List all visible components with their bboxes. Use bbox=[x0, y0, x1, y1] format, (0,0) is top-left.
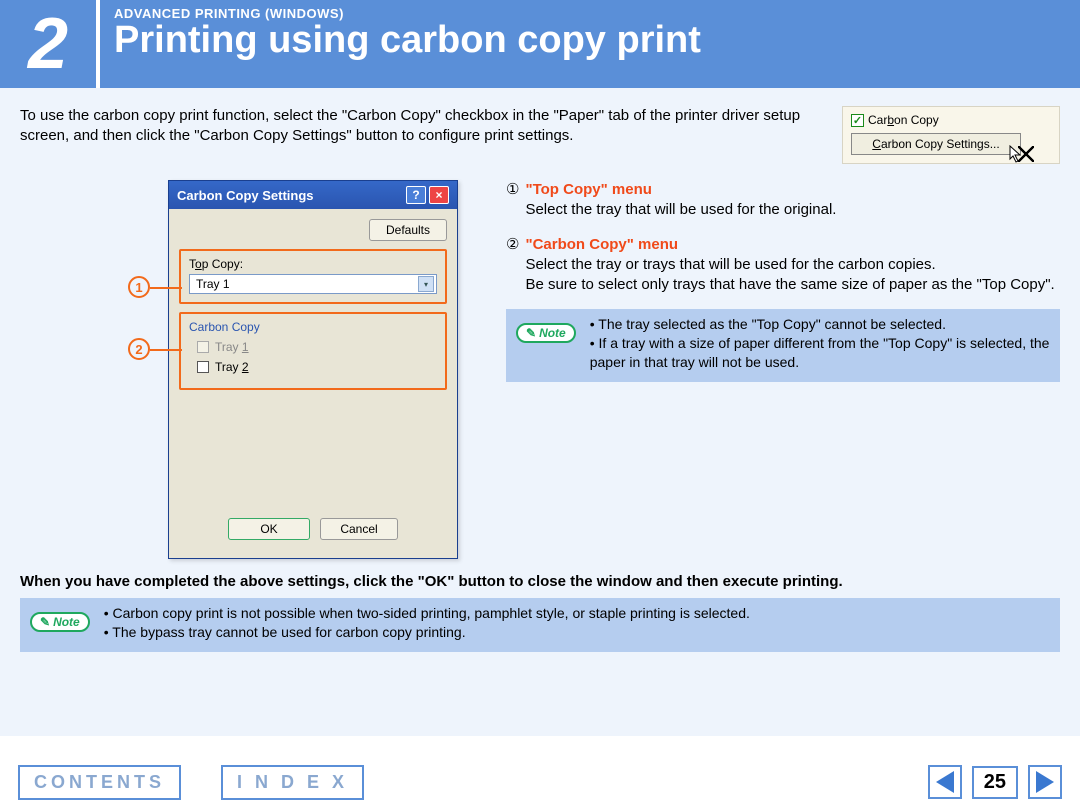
callout-2-body: Select the tray or trays that will be us… bbox=[525, 255, 1054, 296]
callout-line-1 bbox=[150, 287, 182, 289]
header-text: ADVANCED PRINTING (WINDOWS) Printing usi… bbox=[100, 0, 701, 88]
checkbox-icon bbox=[197, 341, 209, 353]
chapter-number: 2 bbox=[0, 0, 100, 88]
inline-note-box: ✎Note The tray selected as the "Top Copy… bbox=[506, 309, 1060, 382]
pencil-icon: ✎ bbox=[40, 614, 50, 630]
callout-2-num: ② bbox=[506, 235, 519, 296]
body-area: To use the carbon copy print function, s… bbox=[0, 88, 1080, 736]
next-page-button[interactable] bbox=[1028, 765, 1062, 799]
callout-marker-2: 2 bbox=[128, 338, 150, 360]
carbon-copy-group-label: Carbon Copy bbox=[189, 320, 437, 334]
tray-1-label: Tray 1 bbox=[215, 340, 249, 354]
dialog-title-text: Carbon Copy Settings bbox=[177, 188, 314, 203]
bottom-note-item: The bypass tray cannot be used for carbo… bbox=[104, 623, 750, 642]
completion-instruction: When you have completed the above settin… bbox=[20, 573, 1060, 590]
defaults-button[interactable]: Defaults bbox=[369, 219, 447, 241]
callout-1: ① "Top Copy" menu Select the tray that w… bbox=[506, 180, 1060, 221]
callout-1-body: Select the tray that will be used for th… bbox=[525, 200, 836, 220]
tray-2-checkbox[interactable]: Tray 2 bbox=[197, 360, 437, 374]
page-title: Printing using carbon copy print bbox=[114, 19, 701, 62]
carbon-copy-panel: ✓ Carbon Copy Carbon Copy Settings... bbox=[842, 106, 1060, 164]
callout-2-title: "Carbon Copy" menu bbox=[525, 235, 1054, 255]
help-icon[interactable]: ? bbox=[406, 186, 426, 204]
checkmark-icon: ✓ bbox=[851, 114, 864, 127]
carbon-copy-group: Carbon Copy Tray 1 Tray 2 bbox=[179, 312, 447, 390]
note-badge: ✎Note bbox=[30, 612, 90, 632]
tray-1-checkbox[interactable]: Tray 1 bbox=[197, 340, 437, 354]
page-header: 2 ADVANCED PRINTING (WINDOWS) Printing u… bbox=[0, 0, 1080, 88]
checkbox-icon bbox=[197, 361, 209, 373]
carbon-copy-checkbox-label: Carbon Copy bbox=[868, 113, 939, 127]
prev-page-button[interactable] bbox=[928, 765, 962, 799]
contents-button[interactable]: CONTENTS bbox=[18, 765, 181, 800]
page-number: 25 bbox=[972, 766, 1018, 799]
callout-line-2 bbox=[150, 349, 182, 351]
carbon-copy-settings-button[interactable]: Carbon Copy Settings... bbox=[851, 133, 1021, 155]
chevron-down-icon: ▾ bbox=[418, 276, 434, 292]
pencil-icon: ✎ bbox=[526, 325, 536, 341]
intro-row: To use the carbon copy print function, s… bbox=[20, 106, 1060, 164]
mid-row: 1 2 Carbon Copy Settings ? × Defaults bbox=[20, 180, 1060, 559]
cancel-button[interactable]: Cancel bbox=[320, 518, 398, 540]
dialog-titlebar: Carbon Copy Settings ? × bbox=[169, 181, 457, 209]
callout-1-num: ① bbox=[506, 180, 519, 221]
index-button[interactable]: I N D E X bbox=[221, 765, 364, 800]
callout-1-title: "Top Copy" menu bbox=[525, 180, 836, 200]
triangle-right-icon bbox=[1036, 771, 1054, 793]
footer-bar: CONTENTS I N D E X 25 bbox=[0, 755, 1080, 809]
inline-note-item: If a tray with a size of paper different… bbox=[590, 334, 1050, 372]
inline-note-list: The tray selected as the "Top Copy" cann… bbox=[590, 315, 1050, 372]
intro-text: To use the carbon copy print function, s… bbox=[20, 106, 822, 164]
description-column: ① "Top Copy" menu Select the tray that w… bbox=[506, 180, 1060, 559]
cursor-icon bbox=[1008, 144, 1026, 164]
bottom-note-item: Carbon copy print is not possible when t… bbox=[104, 604, 750, 623]
carbon-copy-checkbox-row[interactable]: ✓ Carbon Copy bbox=[851, 113, 1051, 127]
top-copy-label: Top Copy: bbox=[189, 257, 437, 271]
top-copy-dropdown[interactable]: Tray 1 ▾ bbox=[189, 274, 437, 294]
bottom-note-list: Carbon copy print is not possible when t… bbox=[104, 604, 750, 642]
ok-button[interactable]: OK bbox=[228, 518, 310, 540]
bottom-note-box: ✎Note Carbon copy print is not possible … bbox=[20, 598, 1060, 652]
tray-2-label: Tray 2 bbox=[215, 360, 249, 374]
note-badge: ✎Note bbox=[516, 323, 576, 343]
triangle-left-icon bbox=[936, 771, 954, 793]
top-copy-value: Tray 1 bbox=[196, 277, 230, 291]
close-icon[interactable]: × bbox=[429, 186, 449, 204]
top-copy-group: Top Copy: Tray 1 ▾ bbox=[179, 249, 447, 304]
carbon-copy-settings-dialog: Carbon Copy Settings ? × Defaults Top Co… bbox=[168, 180, 458, 559]
dialog-body: Defaults Top Copy: Tray 1 ▾ Carbon Copy bbox=[169, 209, 457, 558]
inline-note-item: The tray selected as the "Top Copy" cann… bbox=[590, 315, 1050, 334]
dialog-column: 1 2 Carbon Copy Settings ? × Defaults bbox=[20, 180, 480, 559]
dialog-footer: OK Cancel bbox=[179, 398, 447, 550]
callout-2: ② "Carbon Copy" menu Select the tray or … bbox=[506, 235, 1060, 296]
callout-marker-1: 1 bbox=[128, 276, 150, 298]
